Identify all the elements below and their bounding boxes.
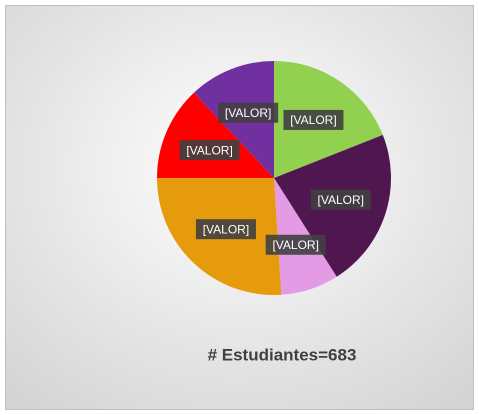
data-label: [VALOR] bbox=[290, 113, 336, 127]
data-label: [VALOR] bbox=[203, 222, 249, 236]
data-label: [VALOR] bbox=[225, 106, 271, 120]
data-label: [VALOR] bbox=[272, 238, 318, 252]
data-label-box bbox=[265, 234, 326, 255]
data-label: [VALOR] bbox=[318, 193, 364, 207]
data-label-box bbox=[195, 219, 256, 240]
data-label: [VALOR] bbox=[186, 143, 232, 157]
data-label-box bbox=[179, 140, 240, 161]
data-label-box bbox=[283, 109, 344, 130]
pie bbox=[157, 61, 392, 295]
annotation: # Estudiantes=683 bbox=[208, 345, 357, 364]
data-label-box bbox=[310, 189, 371, 210]
data-label-box bbox=[218, 102, 279, 123]
data-labels: [VALOR] [VALOR] [VALOR] [VALOR] [VALOR] [VALO… bbox=[179, 102, 371, 255]
